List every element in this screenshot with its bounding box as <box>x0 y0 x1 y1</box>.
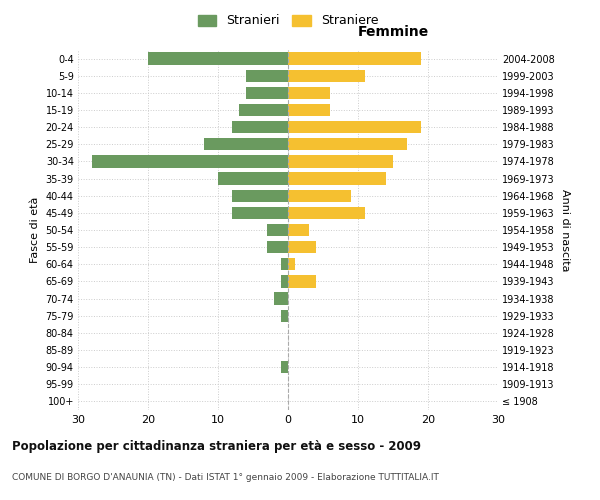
Bar <box>274 292 288 304</box>
Bar <box>281 310 288 322</box>
Bar <box>239 104 288 116</box>
Bar <box>281 361 288 374</box>
Bar <box>281 276 288 287</box>
Bar <box>288 70 365 82</box>
Bar <box>232 190 288 202</box>
Bar <box>267 241 288 254</box>
Text: Femmine: Femmine <box>358 25 428 39</box>
Bar <box>288 258 295 270</box>
Bar <box>288 52 421 64</box>
Bar <box>288 156 393 168</box>
Bar <box>232 206 288 219</box>
Bar <box>232 121 288 134</box>
Bar <box>281 258 288 270</box>
Bar <box>148 52 288 64</box>
Bar <box>288 206 365 219</box>
Bar <box>92 156 288 168</box>
Y-axis label: Anni di nascita: Anni di nascita <box>560 188 571 271</box>
Y-axis label: Fasce di età: Fasce di età <box>30 197 40 263</box>
Legend: Stranieri, Straniere: Stranieri, Straniere <box>193 10 383 32</box>
Bar <box>288 224 309 236</box>
Bar <box>288 138 407 150</box>
Text: Popolazione per cittadinanza straniera per età e sesso - 2009: Popolazione per cittadinanza straniera p… <box>12 440 421 453</box>
Bar <box>204 138 288 150</box>
Bar <box>288 190 351 202</box>
Bar <box>267 224 288 236</box>
Text: COMUNE DI BORGO D'ANAUNIA (TN) - Dati ISTAT 1° gennaio 2009 - Elaborazione TUTTI: COMUNE DI BORGO D'ANAUNIA (TN) - Dati IS… <box>12 473 439 482</box>
Bar <box>288 276 316 287</box>
Bar <box>218 172 288 184</box>
Bar <box>288 86 330 99</box>
Bar <box>288 121 421 134</box>
Bar <box>288 104 330 116</box>
Bar <box>246 70 288 82</box>
Bar <box>246 86 288 99</box>
Bar <box>288 172 386 184</box>
Bar <box>288 241 316 254</box>
